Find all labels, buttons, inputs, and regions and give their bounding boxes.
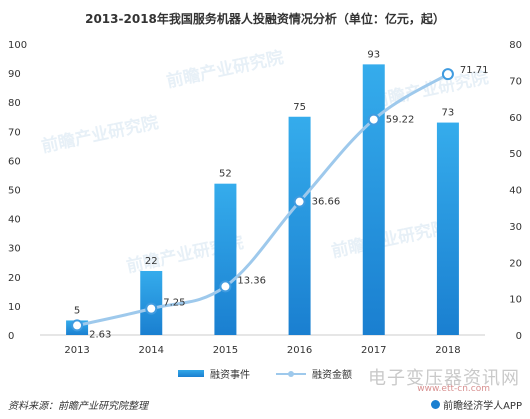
bar-value-label: 52 — [219, 169, 232, 180]
right-axis-tick-label: 0 — [516, 331, 522, 342]
right-axis-tick-label: 60 — [509, 113, 522, 124]
brand-label: 前瞻经济学人APP — [443, 401, 522, 412]
right-axis-tick-label: 70 — [509, 76, 522, 87]
brand: 前瞻经济学人APP — [431, 397, 522, 412]
bar-value-label: 5 — [74, 305, 80, 316]
source-note: 资料来源：前瞻产业研究院整理 — [8, 401, 148, 412]
right-axis-tick-label: 50 — [509, 149, 522, 160]
bar-value-label: 73 — [442, 108, 455, 119]
legend-label-bar: 融资事件 — [210, 370, 250, 381]
line-point — [441, 68, 454, 81]
legend-line-swatch — [276, 369, 306, 379]
right-axis-tick-label: 20 — [509, 258, 522, 269]
x-axis-tick-label: 2016 — [287, 345, 312, 356]
legend-item-line: 融资金额 — [276, 366, 352, 381]
left-axis-tick-label: 90 — [8, 69, 21, 80]
watermark-url: www.ett-cn.com — [417, 384, 490, 394]
line-point — [293, 195, 306, 208]
left-axis-tick-label: 50 — [8, 186, 21, 197]
left-axis-tick-label: 30 — [8, 244, 21, 255]
right-axis-tick-label: 10 — [509, 295, 522, 306]
legend-item-bar: 融资事件 — [178, 366, 250, 381]
line-point — [219, 280, 232, 293]
x-axis-tick-label: 2013 — [64, 345, 89, 356]
line-value-label: 7.25 — [163, 298, 185, 309]
bar-value-label: 75 — [293, 102, 306, 113]
line-value-label: 36.66 — [312, 197, 341, 208]
chart-svg: 0 10 20 30 40 50 60 70 80 90 100 0 10 20 30 40 50 60 70 80 2… — [8, 40, 522, 356]
bar — [288, 116, 311, 335]
legend-bar-swatch — [178, 370, 204, 377]
line-value-label: 71.71 — [460, 65, 489, 76]
left-axis-tick-label: 100 — [8, 40, 27, 51]
left-axis-tick-label: 60 — [8, 156, 21, 167]
left-axis-tick-label: 80 — [8, 98, 21, 109]
bar — [362, 64, 385, 336]
line-point — [71, 319, 84, 332]
bar-value-label: 93 — [367, 49, 380, 60]
line-point — [367, 113, 380, 126]
chart-title: 2013-2018年我国服务机器人投融资情况分析（单位：亿元，起） — [85, 12, 445, 26]
legend-label-line: 融资金额 — [312, 370, 352, 381]
left-axis-tick-label: 40 — [8, 215, 21, 226]
x-axis-tick-label: 2017 — [361, 345, 386, 356]
left-axis-tick-label: 70 — [8, 127, 21, 138]
watermark-text: 电子变压器资讯网 — [368, 368, 520, 389]
legend: 融资事件 融资金额 — [0, 366, 530, 381]
bar-value-label: 22 — [145, 256, 158, 267]
x-axis-tick-label: 2014 — [139, 345, 164, 356]
left-axis-tick-label: 0 — [8, 331, 14, 342]
right-axis-tick-label: 30 — [509, 222, 522, 233]
right-axis-tick-label: 40 — [509, 186, 522, 197]
x-axis-tick-label: 2015 — [213, 345, 238, 356]
right-axis-tick-label: 80 — [509, 40, 522, 51]
left-axis-tick-label: 20 — [8, 273, 21, 284]
line-point — [145, 302, 158, 315]
bar — [436, 122, 459, 335]
line-value-label: 13.36 — [237, 275, 266, 286]
line-value-label: 2.63 — [89, 329, 111, 340]
line-value-label: 59.22 — [386, 115, 415, 126]
bar — [214, 183, 237, 335]
line-series — [76, 72, 449, 327]
left-axis-tick-label: 10 — [8, 302, 21, 313]
x-axis-tick-label: 2018 — [435, 345, 460, 356]
brand-logo-icon — [431, 400, 441, 409]
